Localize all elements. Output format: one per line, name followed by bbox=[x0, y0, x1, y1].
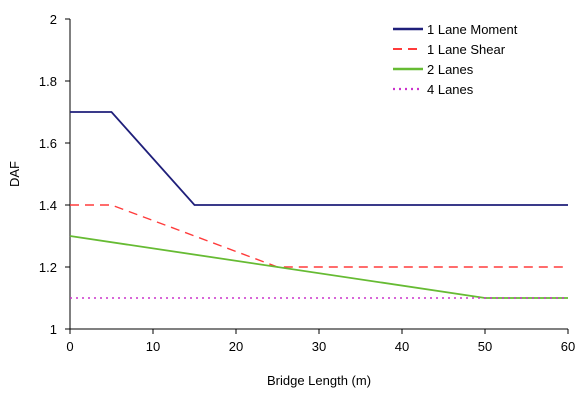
legend: 1 Lane Moment 1 Lane Shear 2 Lanes 4 Lanes bbox=[393, 22, 518, 97]
legend-label: 4 Lanes bbox=[427, 82, 474, 97]
legend-label: 1 Lane Shear bbox=[427, 42, 506, 57]
x-tick-label: 20 bbox=[229, 339, 243, 354]
x-tick-label: 0 bbox=[66, 339, 73, 354]
x-tick-label: 30 bbox=[312, 339, 326, 354]
series-layer bbox=[69, 111, 568, 299]
axes: 0 10 20 30 40 50 60 1 1.2 1.4 1.6 1.8 2 bbox=[39, 12, 575, 354]
x-tick-label: 40 bbox=[395, 339, 409, 354]
y-tick-label: 1.2 bbox=[39, 260, 57, 275]
legend-label: 2 Lanes bbox=[427, 62, 474, 77]
y-tick-label: 2 bbox=[50, 12, 57, 27]
y-tick-label: 1.4 bbox=[39, 198, 57, 213]
y-axis-title: DAF bbox=[7, 161, 22, 187]
y-tick-label: 1.6 bbox=[39, 136, 57, 151]
x-axis-title: Bridge Length (m) bbox=[267, 373, 371, 388]
legend-label: 1 Lane Moment bbox=[427, 22, 518, 37]
series-line-2 bbox=[70, 204, 568, 268]
x-tick-label: 50 bbox=[478, 339, 492, 354]
x-tick-label: 60 bbox=[561, 339, 575, 354]
y-tick-label: 1 bbox=[50, 322, 57, 337]
x-tick-label: 10 bbox=[146, 339, 160, 354]
series-line-1 bbox=[70, 111, 568, 206]
y-tick-label: 1.8 bbox=[39, 74, 57, 89]
